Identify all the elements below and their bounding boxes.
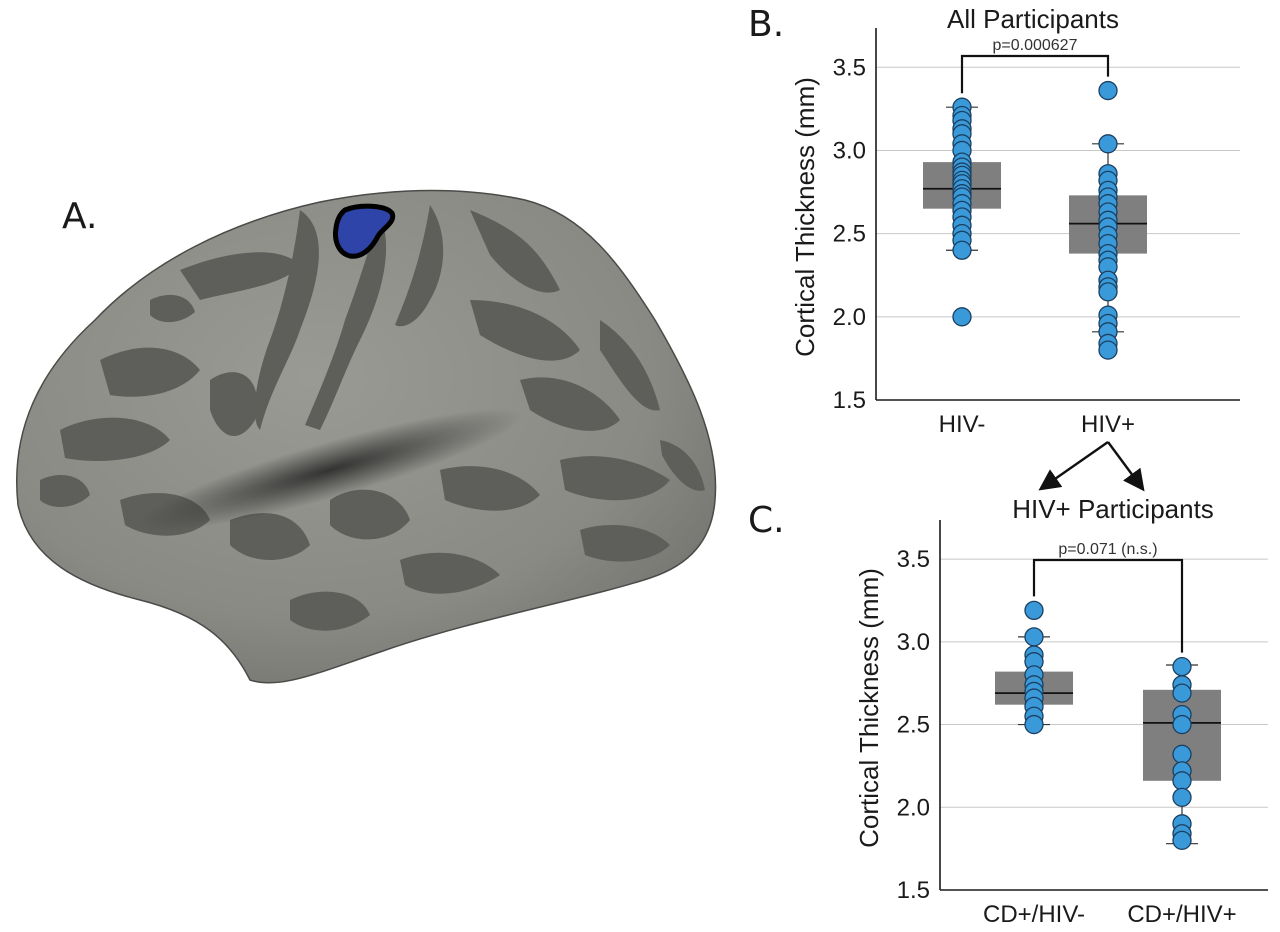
x-category-label: HIV+	[1081, 411, 1135, 438]
significance-bracket	[960, 54, 1110, 94]
data-point	[1024, 627, 1044, 647]
y-axis-title: Cortical Thickness (mm)	[854, 568, 884, 848]
arrow-right	[1107, 441, 1145, 492]
data-point	[1024, 714, 1044, 735]
split-arrows	[1038, 441, 1145, 492]
y-tick-label: 2.5	[897, 712, 930, 739]
y-tick-label: 3.0	[897, 629, 930, 656]
data-point	[1098, 80, 1118, 101]
chart-c: 1.5 2.0 2.5 3.0 3.5 Cortical Thickness (mm) CD…	[854, 520, 1268, 928]
data-point	[952, 307, 972, 327]
x-category-label: CD+/HIV-	[983, 901, 1085, 928]
roi-region	[333, 203, 396, 259]
y-tick-label: 3.5	[897, 546, 930, 573]
y-axis-title: Cortical Thickness (mm)	[790, 77, 820, 357]
brain-surface-illustration	[16, 189, 717, 684]
panel-label-b: B.	[748, 4, 784, 45]
data-point	[1172, 656, 1192, 677]
chart-c-heading: HIV+ Participants	[1012, 494, 1214, 524]
y-tick-label: 1.5	[897, 877, 930, 904]
data-point	[1098, 282, 1118, 302]
data-point	[1172, 771, 1192, 791]
y-tick-label: 2.5	[833, 221, 866, 248]
data-point	[1172, 714, 1192, 735]
arrow-left	[1038, 441, 1109, 491]
data-point	[952, 240, 972, 260]
data-point	[1098, 340, 1118, 360]
y-tick-label: 3.5	[833, 54, 866, 81]
data-point	[1098, 134, 1118, 154]
y-tick-label: 3.0	[833, 137, 866, 164]
data-point	[1172, 787, 1192, 807]
chart-b: 1.5 2.0 2.5 3.0 3.5 Cortical Thickness (mm) HI…	[790, 28, 1240, 438]
significance-bracket	[1032, 558, 1184, 653]
p-value-label: p=0.000627	[993, 37, 1078, 54]
x-category-label: HIV-	[939, 411, 986, 438]
chart-b-title: All Participants	[947, 4, 1119, 34]
data-point	[1172, 744, 1192, 764]
data-point	[1172, 683, 1192, 703]
data-point	[1024, 600, 1044, 621]
panel-label-a: A.	[62, 196, 97, 237]
y-tick-label: 2.0	[897, 794, 930, 821]
p-value-label: p=0.071 (n.s.)	[1058, 541, 1157, 558]
y-tick-label: 2.0	[833, 304, 866, 331]
sylvian-fissure	[137, 408, 523, 532]
y-tick-label: 1.5	[833, 387, 866, 414]
data-point	[1172, 830, 1192, 851]
panel-label-c: C.	[748, 500, 785, 541]
x-category-label: CD+/HIV+	[1127, 901, 1236, 928]
